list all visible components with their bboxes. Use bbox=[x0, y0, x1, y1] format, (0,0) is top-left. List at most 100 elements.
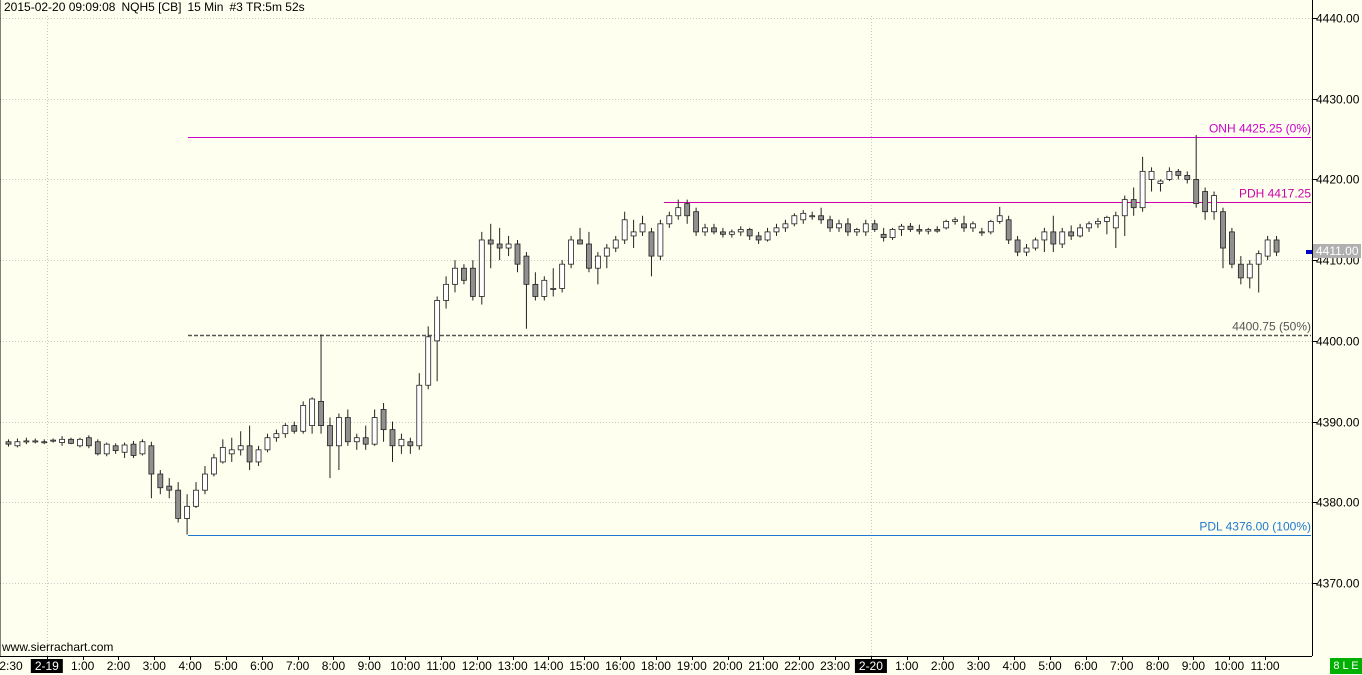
candle bbox=[978, 227, 985, 236]
last-price-marker bbox=[1306, 250, 1312, 254]
candle-body bbox=[1157, 180, 1164, 184]
candle bbox=[728, 229, 735, 238]
candle bbox=[14, 438, 21, 448]
candle-body bbox=[1121, 199, 1128, 217]
candle bbox=[1103, 215, 1110, 235]
candle-body bbox=[77, 438, 83, 447]
candle bbox=[836, 219, 842, 232]
header-info: #3 TR:5m 52s bbox=[229, 0, 305, 14]
candle bbox=[103, 442, 110, 457]
candle-body bbox=[309, 398, 316, 427]
candle-body bbox=[1014, 239, 1021, 253]
candle-body bbox=[389, 429, 396, 447]
candle-body bbox=[720, 231, 726, 235]
candle bbox=[389, 421, 396, 462]
candle-body bbox=[1237, 263, 1244, 279]
candle-body bbox=[59, 438, 65, 443]
candle-body bbox=[505, 243, 512, 249]
candle-body bbox=[1220, 211, 1226, 249]
candle-body bbox=[577, 239, 583, 245]
candle-body bbox=[648, 231, 655, 257]
candle-body bbox=[1103, 216, 1110, 222]
candle bbox=[237, 431, 244, 456]
candle bbox=[425, 326, 432, 390]
candle bbox=[657, 219, 664, 261]
candle-body bbox=[889, 229, 896, 238]
candle bbox=[1255, 250, 1262, 293]
x-tick-label: 11:00 bbox=[426, 659, 455, 673]
candle bbox=[666, 211, 673, 228]
candle bbox=[300, 401, 307, 434]
candle-body bbox=[809, 215, 816, 218]
candle-body bbox=[737, 229, 744, 233]
candle-body bbox=[1041, 231, 1048, 241]
candle bbox=[130, 440, 137, 458]
candle bbox=[148, 441, 155, 499]
candle bbox=[702, 223, 708, 236]
candle-body bbox=[1184, 174, 1191, 180]
candle-body bbox=[434, 300, 441, 342]
candle bbox=[362, 425, 369, 450]
x-tick-label: 5:00 bbox=[214, 659, 238, 673]
candle-body bbox=[880, 233, 887, 238]
candle-body bbox=[800, 212, 807, 221]
candle bbox=[505, 235, 512, 257]
candle-body bbox=[1023, 247, 1030, 253]
candle-body bbox=[237, 445, 244, 451]
candle bbox=[800, 210, 807, 224]
candle-body bbox=[398, 438, 405, 447]
candle-body bbox=[103, 443, 110, 455]
candle-body bbox=[728, 231, 735, 235]
candle-body bbox=[246, 445, 253, 463]
candle bbox=[1095, 218, 1101, 228]
x-date-label: 2-20 bbox=[859, 659, 883, 673]
candle-body bbox=[684, 203, 691, 217]
candle-body bbox=[1166, 170, 1173, 180]
candle bbox=[916, 224, 923, 235]
candle bbox=[166, 478, 173, 499]
candle-body bbox=[121, 444, 128, 453]
candle-body bbox=[469, 267, 476, 297]
chart-header: 2015-02-20 09:09:08 NQH5 [CB] 15 Min #3 TR:… bbox=[4, 0, 311, 14]
candle-body bbox=[487, 239, 494, 245]
candle bbox=[1273, 235, 1280, 257]
candle-body bbox=[23, 440, 30, 443]
candle bbox=[630, 219, 637, 249]
x-tick-label: 1:00 bbox=[71, 659, 95, 673]
x-tick-label: 8:00 bbox=[1146, 659, 1170, 673]
x-tick-label: 22:00 bbox=[784, 659, 814, 673]
candle-body bbox=[255, 449, 262, 463]
level-label: PDL 4376.00 (100%) bbox=[1199, 520, 1311, 534]
candle bbox=[371, 409, 378, 446]
candle-body bbox=[773, 227, 780, 233]
candle bbox=[1166, 167, 1173, 182]
level-label: 4400.75 (50%) bbox=[1232, 320, 1311, 334]
candle-body bbox=[1086, 223, 1092, 229]
candle-body bbox=[407, 441, 414, 447]
candle-body bbox=[1112, 215, 1119, 229]
x-tick-label: 15:00 bbox=[569, 659, 599, 673]
candle-body bbox=[925, 229, 932, 232]
x-tick-label: 9:00 bbox=[1182, 659, 1206, 673]
candle-body bbox=[702, 227, 708, 233]
candle bbox=[1077, 223, 1083, 238]
header-timeframe: 15 Min bbox=[187, 0, 224, 14]
level-label: PDH 4417.25 bbox=[1239, 187, 1311, 201]
candle-body bbox=[532, 283, 539, 297]
candle bbox=[443, 276, 449, 309]
candle bbox=[23, 437, 30, 445]
y-tick-label: 4400.00 bbox=[1316, 335, 1360, 349]
status-badge[interactable]: 8 L E bbox=[1330, 658, 1362, 674]
candle bbox=[675, 199, 682, 220]
candle-body bbox=[862, 223, 869, 233]
candle bbox=[1059, 227, 1066, 249]
x-tick-label: 12:00 bbox=[462, 659, 492, 673]
candle-body bbox=[210, 457, 217, 475]
candle-body bbox=[41, 441, 48, 444]
candle-body bbox=[478, 239, 485, 297]
candle-body bbox=[94, 441, 101, 455]
candle bbox=[353, 433, 360, 450]
candle bbox=[809, 211, 816, 220]
candle bbox=[1175, 168, 1182, 180]
